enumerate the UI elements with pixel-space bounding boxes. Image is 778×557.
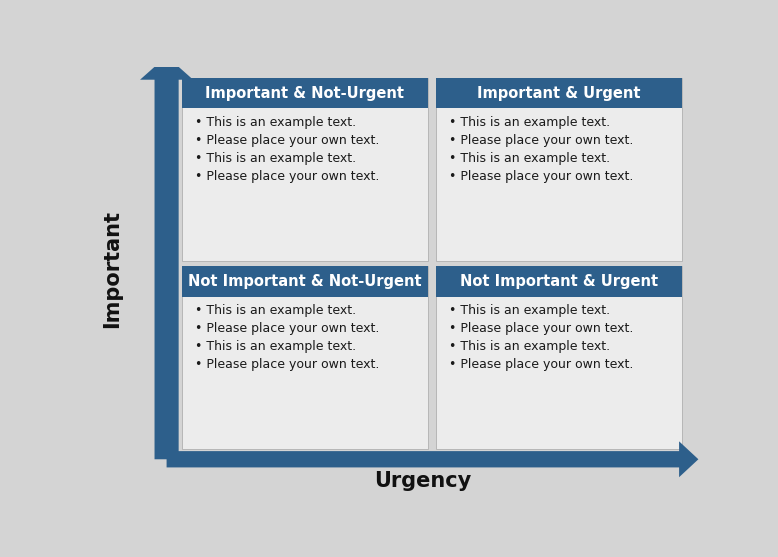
Text: • Please place your own text.: • Please place your own text.	[449, 359, 633, 372]
Text: • Please place your own text.: • Please place your own text.	[449, 134, 633, 147]
Text: • Please place your own text.: • Please place your own text.	[449, 170, 633, 183]
Text: • This is an example text.: • This is an example text.	[449, 116, 610, 129]
Bar	[436, 77, 682, 109]
Text: Urgency: Urgency	[374, 471, 471, 491]
Bar	[436, 266, 682, 449]
Text: • Please place your own text.: • Please place your own text.	[449, 323, 633, 335]
Text: • This is an example text.: • This is an example text.	[195, 152, 356, 165]
Text: Important: Important	[103, 211, 122, 329]
Bar	[181, 266, 428, 297]
Text: Not Important & Urgent: Not Important & Urgent	[460, 274, 658, 289]
Text: • This is an example text.: • This is an example text.	[449, 152, 610, 165]
Text: • Please place your own text.: • Please place your own text.	[195, 323, 380, 335]
Text: • This is an example text.: • This is an example text.	[449, 305, 610, 317]
Bar	[436, 77, 682, 261]
Bar	[181, 266, 428, 449]
Text: • This is an example text.: • This is an example text.	[195, 305, 356, 317]
Text: Not Important & Not-Urgent: Not Important & Not-Urgent	[188, 274, 422, 289]
Bar	[181, 77, 428, 109]
Text: • Please place your own text.: • Please place your own text.	[195, 170, 380, 183]
Polygon shape	[140, 56, 193, 460]
Text: • This is an example text.: • This is an example text.	[449, 340, 610, 354]
Text: Important & Not-Urgent: Important & Not-Urgent	[205, 86, 405, 100]
Text: • This is an example text.: • This is an example text.	[195, 116, 356, 129]
Polygon shape	[166, 441, 699, 477]
Text: • This is an example text.: • This is an example text.	[195, 340, 356, 354]
Text: • Please place your own text.: • Please place your own text.	[195, 134, 380, 147]
Bar	[436, 266, 682, 297]
Text: • Please place your own text.: • Please place your own text.	[195, 359, 380, 372]
Text: Important & Urgent: Important & Urgent	[477, 86, 640, 100]
Bar	[181, 77, 428, 261]
